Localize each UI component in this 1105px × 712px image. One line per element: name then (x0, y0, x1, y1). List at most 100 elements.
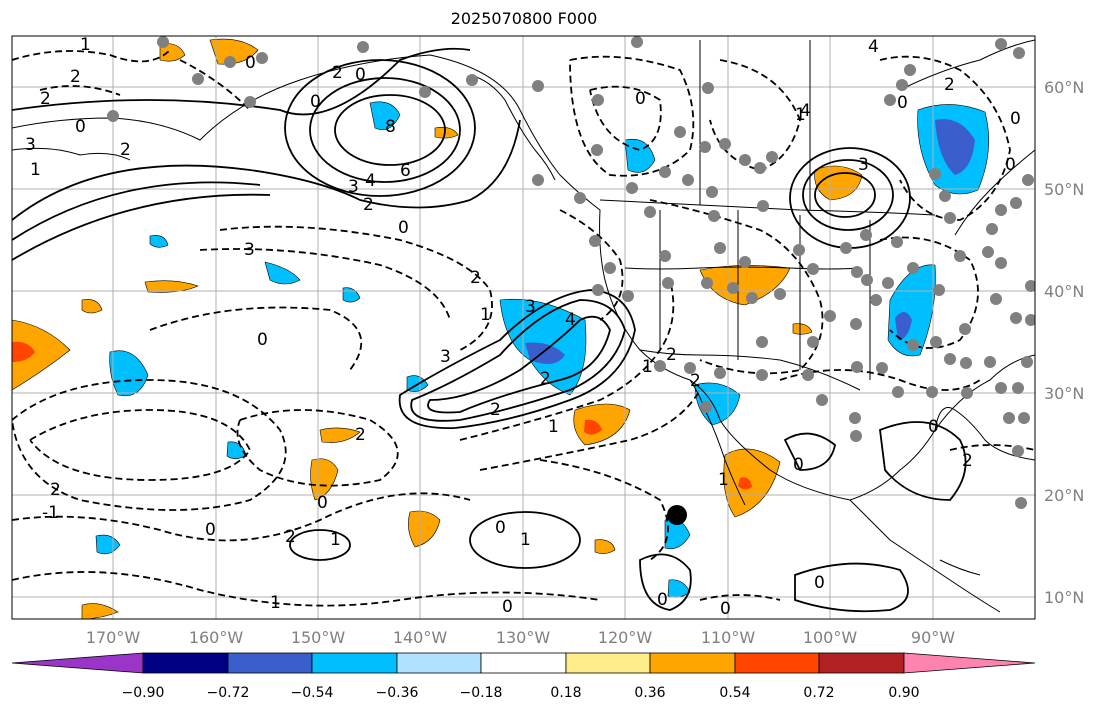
contour-label: 4 (800, 101, 811, 121)
contour-label: 1 (718, 470, 729, 490)
contour-label: 0 (928, 417, 939, 437)
contour-label: 2 (50, 480, 61, 500)
contour-label: 0 (205, 520, 216, 540)
colorbar-segment (565, 652, 651, 674)
contour-label: 2 (690, 371, 701, 391)
contour-label: 2 (540, 369, 551, 389)
lat-label: 40°N (1044, 282, 1084, 301)
latitude-labels: 60°N 50°N 40°N 30°N 20°N 10°N (1044, 78, 1084, 607)
contour-label: -1 (42, 503, 59, 523)
colorbar-tick: 0.72 (803, 685, 834, 701)
contour-label: 2 (285, 527, 296, 547)
contour-label: 0 (1005, 155, 1016, 175)
lat-label: 30°N (1044, 384, 1084, 403)
contour-label: 4 (868, 37, 879, 57)
contour-label: 0 (75, 117, 86, 137)
colorbar-tick: 0.54 (719, 685, 750, 701)
colorbar-segment (734, 652, 820, 674)
colorbar-tick: −0.72 (207, 685, 250, 701)
colorbar-segment (480, 652, 567, 674)
storm-center-marker (667, 505, 687, 525)
colorbar-tick: −0.54 (291, 685, 334, 701)
contour-label: 1 (330, 530, 341, 550)
lon-label: 110°W (701, 628, 756, 647)
lon-label: 90°W (911, 628, 955, 647)
colorbar-tick: 0.18 (550, 685, 581, 701)
colorbar (11, 652, 1036, 674)
colorbar-ticks: −0.90 −0.72 −0.54 −0.36 −0.18 0.18 0.36 … (122, 685, 920, 701)
contour-label: 0 (245, 53, 256, 73)
contour-label: 0 (257, 330, 268, 350)
colorbar-segment (903, 652, 1036, 674)
lat-label: 50°N (1044, 180, 1084, 199)
coastlines (12, 39, 1035, 613)
lon-label: 130°W (496, 628, 551, 647)
contour-label: 2 (962, 451, 973, 471)
lat-label: 10°N (1044, 588, 1084, 607)
contour-label: 2 (944, 75, 955, 95)
contour-label: 6 (400, 161, 411, 181)
contour-label: 2 (470, 268, 481, 288)
colorbar-segment (649, 652, 736, 674)
contour-label: 2 (363, 195, 374, 215)
contour-label: 0 (317, 493, 328, 513)
contour-label: 2 (120, 140, 131, 160)
contour-label: 1 (642, 357, 653, 377)
contour-label: 2 (666, 345, 677, 365)
contour-label: 3 (244, 240, 255, 260)
longitude-labels: 170°W 160°W 150°W 140°W 130°W 120°W 110°… (86, 628, 955, 647)
contour-label: 2 (70, 67, 81, 87)
contour-label: 0 (355, 65, 366, 85)
contour-label: 0 (720, 599, 731, 619)
contour-label: 0 (495, 518, 506, 538)
contour-label: 8 (385, 117, 396, 137)
contour-label: 1 (548, 417, 559, 437)
lon-label: 170°W (86, 628, 141, 647)
lon-label: 140°W (393, 628, 448, 647)
contour-label: 4 (565, 310, 576, 330)
colorbar-segment (142, 652, 229, 674)
colorbar-segment (818, 652, 905, 674)
contour-label: 1 (795, 105, 806, 125)
contour-label: 3 (525, 297, 536, 317)
contour-label: 2 (490, 400, 501, 420)
colorbar-segment (396, 652, 482, 674)
map-frame (11, 35, 1036, 620)
colorbar-tick: −0.18 (460, 685, 503, 701)
lat-label: 60°N (1044, 78, 1084, 97)
contour-label: 0 (1010, 109, 1021, 129)
lon-label: 160°W (189, 628, 244, 647)
contour-label: 0 (793, 455, 804, 475)
contour-label: 1 (520, 530, 531, 550)
contours-dashed (12, 49, 1035, 607)
contours-solid (12, 47, 967, 613)
map-title: 2025070800 F000 (450, 9, 598, 28)
contour-label: 0 (814, 573, 825, 593)
contour-label: 2 (332, 63, 343, 83)
colorbar-tick: 0.90 (888, 685, 919, 701)
colorbar-tick: −0.90 (122, 685, 165, 701)
contour-label: 0 (310, 92, 321, 112)
contour-label: 1 (30, 160, 41, 180)
contour-label: 0 (657, 590, 668, 610)
contour-label: 1 (80, 35, 91, 55)
colorbar-segment (311, 652, 398, 674)
contour-label: 3 (440, 347, 451, 367)
station-markers (107, 36, 1035, 509)
colorbar-tick: −0.36 (376, 685, 419, 701)
contour-label: 0 (398, 218, 409, 238)
lon-label: 100°W (803, 628, 858, 647)
contour-label: 3 (25, 135, 36, 155)
colorbar-segment (227, 652, 313, 674)
lat-label: 20°N (1044, 486, 1084, 505)
contour-label: 0 (502, 597, 513, 617)
contour-label: 3 (348, 177, 359, 197)
contour-labels: 1 2 0 2 0 3 1 2 0 0 2 8 6 3 4 2 0 3 2 3 … (25, 35, 1021, 619)
contour-label: 0 (635, 89, 646, 109)
contour-label: 2 (355, 425, 366, 445)
colorbar-tick: 0.36 (634, 685, 665, 701)
lon-label: 120°W (598, 628, 653, 647)
contour-label: 4 (365, 171, 376, 191)
contour-label: 3 (858, 155, 869, 175)
